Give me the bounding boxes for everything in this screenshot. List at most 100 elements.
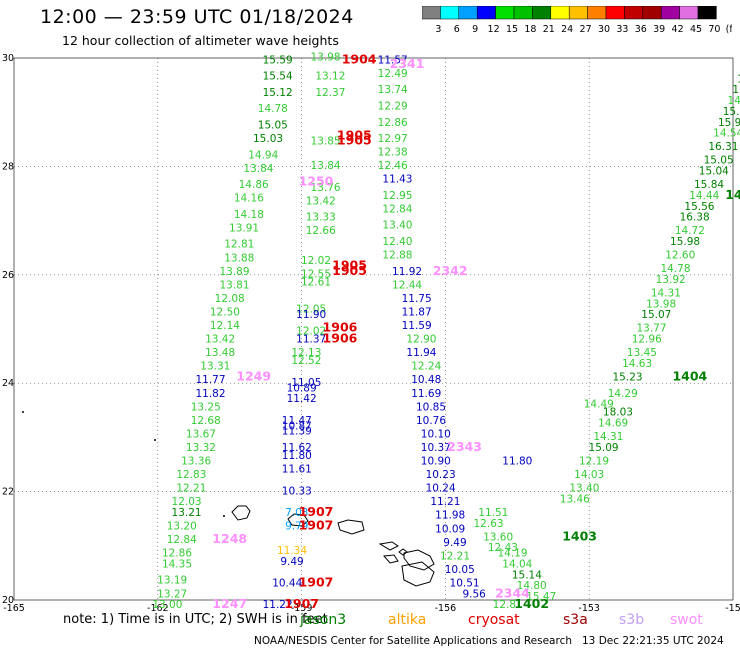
wave-height-label: 14.31 <box>593 431 623 443</box>
wave-height-label: 14.29 <box>608 388 638 400</box>
wave-height-label: 11.92 <box>392 266 422 278</box>
wave-height-label: 13.84 <box>243 163 273 175</box>
y-tick-label: 30 <box>2 53 14 64</box>
wave-height-label: 10.90 <box>421 456 451 468</box>
legend-item-s3a: s3a <box>563 612 588 628</box>
wave-height-label: 14.94 <box>248 149 278 161</box>
wave-height-label: 14.54 <box>713 128 740 140</box>
wave-height-label: 12.97 <box>378 133 408 145</box>
wave-height-label: 13.91 <box>229 222 259 234</box>
wave-height-label: 14.98 <box>728 95 740 107</box>
wave-height-label: 12.88 <box>382 250 412 262</box>
wave-height-label: 15.12 <box>263 87 293 99</box>
wave-height-label: 13.00 <box>152 599 182 611</box>
wave-height-label: 10.48 <box>411 374 441 386</box>
x-tick-label: -162 <box>147 603 169 612</box>
legend-item-s3b: s3b <box>619 612 645 628</box>
wave-height-label: 12.08 <box>215 293 245 305</box>
wave-height-label: 13.81 <box>219 279 249 291</box>
wave-height-label: 15.84 <box>694 179 724 191</box>
wave-height-label: 13.74 <box>378 84 408 96</box>
wave-height-label: 11.90 <box>296 309 326 321</box>
pass-number-label: 1904 <box>342 51 377 66</box>
legend-item-jason3: jason3 <box>300 612 347 628</box>
wave-height-label: 12.05 <box>296 304 326 316</box>
island-dot <box>223 515 225 517</box>
wave-height-label: 11.21 <box>430 496 460 508</box>
wave-height-label: 11.34 <box>277 545 307 557</box>
wave-height-label: 13.84 <box>311 160 341 172</box>
pass-number-label: 1248 <box>212 531 247 546</box>
scale-tick-label: 6 <box>454 24 460 35</box>
pass-number-label: 1249 <box>236 368 271 383</box>
scale-tick-label: 12 <box>488 24 500 35</box>
wave-height-label: 12.29 <box>378 100 408 112</box>
wave-height-label: 10.51 <box>450 577 480 589</box>
wave-height-label: 15.23 <box>613 371 643 383</box>
wave-height-label: 12.02 <box>296 325 326 337</box>
y-tick-label: 24 <box>2 378 14 389</box>
wave-height-label: 11.75 <box>402 293 432 305</box>
x-tick-label: -165 <box>3 603 25 612</box>
wave-height-label: 11.98 <box>435 510 465 522</box>
wave-height-label: 13.42 <box>205 334 235 346</box>
scale-tick-label: 24 <box>561 24 573 35</box>
wave-height-label: 10.05 <box>445 564 475 576</box>
wave-height-label: 14.69 <box>598 418 628 430</box>
wave-height-label: 12.90 <box>406 334 436 346</box>
wave-height-label: 10.23 <box>426 469 456 481</box>
wave-height-label: 11.37 <box>296 334 326 346</box>
wave-height-label: 11.51 <box>478 507 508 519</box>
wave-height-label: 11.77 <box>195 374 225 386</box>
wave-height-label: 13.36 <box>181 456 211 468</box>
wave-height-label: 13.45 <box>627 347 657 359</box>
wave-height-label: 12.38 <box>378 147 408 159</box>
chart-title: 12:00 — 23:59 UTC 01/18/2024 <box>40 6 354 28</box>
wave-height-label: 10.24 <box>426 483 456 495</box>
wave-height-label: 13.46 <box>560 493 590 505</box>
scale-tick-label: 33 <box>616 24 628 35</box>
wave-height-label: 15.47 <box>526 591 556 603</box>
wave-height-label: 12.61 <box>301 277 331 289</box>
wave-height-label: 15.56 <box>684 201 714 213</box>
wave-height-label: 13.21 <box>172 507 202 519</box>
wave-height-label: 13.76 <box>311 182 341 194</box>
wave-height-label: 10.33 <box>282 485 312 497</box>
x-tick-label: -15 <box>725 603 740 612</box>
y-tick-label: 22 <box>2 487 14 498</box>
wave-height-label: 13.48 <box>205 347 235 359</box>
wave-height-label: 13.60 <box>483 531 513 543</box>
pass-number-label: 1905 <box>337 133 372 148</box>
wave-height-label: 12.83 <box>176 469 206 481</box>
wave-height-label: 10.85 <box>416 401 446 413</box>
pass-number-label: 1907 <box>284 596 319 611</box>
scale-tick-label: 45 <box>690 24 702 35</box>
pass-number-label: 1907 <box>299 574 334 589</box>
wave-height-label: 12.86 <box>378 117 408 129</box>
wave-height-label: 13.12 <box>315 71 345 83</box>
wave-height-label: 12.60 <box>665 250 695 262</box>
plot-area: -165 -162 -159 -156 -153 -15 20 22 24 26 28 30 15.59… <box>2 51 740 612</box>
wave-height-label: 9.49 <box>280 556 303 568</box>
wave-height-label: 13.77 <box>636 323 666 335</box>
wave-height-label: 15.89 <box>723 106 740 118</box>
wave-height-label: 14.80 <box>517 580 547 592</box>
wave-height-label: 9.56 <box>462 588 486 600</box>
wave-height-label: 12.95 <box>382 190 412 202</box>
wave-height-label: 12.40 <box>382 236 412 248</box>
legend-item-swot: swot <box>670 612 703 628</box>
wave-height-label: 15.14 <box>512 569 542 581</box>
wave-height-label: 14.44 <box>689 190 719 202</box>
pass-number-label: 1907 <box>299 504 334 519</box>
wave-height-label: 11.43 <box>382 174 412 186</box>
wave-height-label: 12.03 <box>172 496 202 508</box>
footer-note: note: 1) Time is in UTC; 2) SWH is in fe… <box>63 612 328 627</box>
wave-height-label: 10.10 <box>421 428 451 440</box>
wave-height-label: 13.42 <box>306 195 336 207</box>
scale-tick-label: 36 <box>635 24 647 35</box>
wave-height-label: 13.19 <box>157 575 187 587</box>
wave-height-label: 14.35 <box>162 558 192 570</box>
chart-subtitle: 12 hour collection of altimeter wave hei… <box>62 33 339 48</box>
wave-height-label: 12.19 <box>579 456 609 468</box>
wave-height-label: 11.61 <box>282 464 312 476</box>
